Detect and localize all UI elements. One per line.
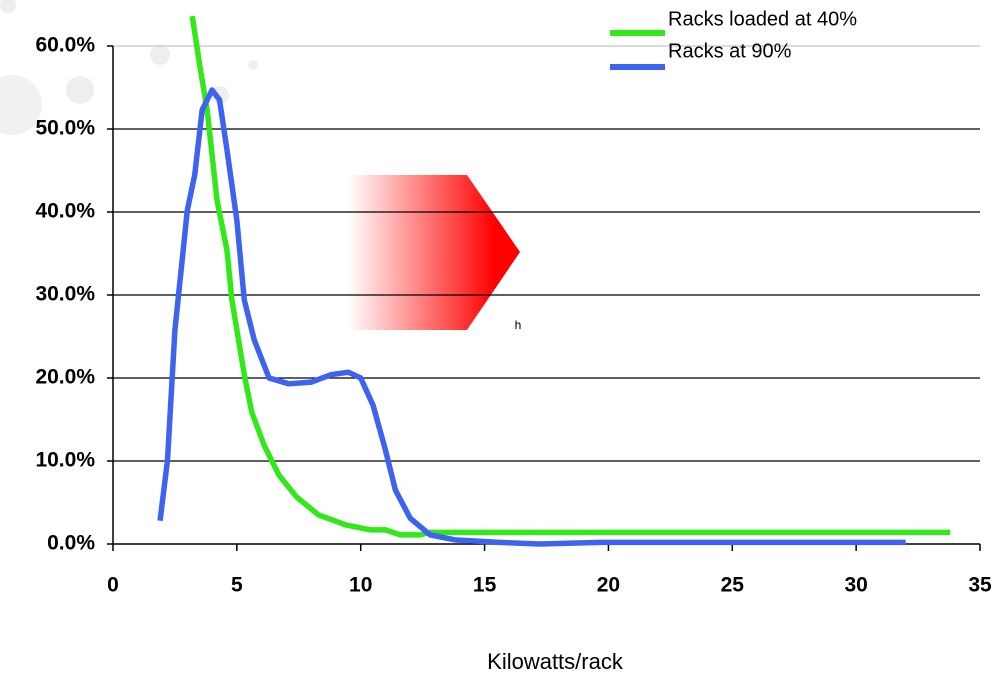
x-tick-label: 5 <box>231 574 243 597</box>
x-tick-label: 35 <box>968 574 992 597</box>
x-tick-label: 20 <box>597 574 620 597</box>
y-tick-label: 30.0% <box>35 283 95 306</box>
series-line <box>157 87 906 547</box>
y-tick-label: 20.0% <box>35 366 95 389</box>
arrow-shape <box>348 175 520 330</box>
series-line <box>189 15 951 538</box>
y-tick-label: 50.0% <box>35 117 95 140</box>
y-tick-label: 40.0% <box>35 200 95 223</box>
legend-label: Racks loaded at 40% <box>668 8 857 30</box>
y-tick-label: 0.0% <box>47 532 95 555</box>
x-tick-label: 30 <box>844 574 867 597</box>
legend-label: Racks at 90% <box>668 40 792 62</box>
x-axis-label: Kilowatts/rack <box>487 649 624 674</box>
x-tick-label: 15 <box>473 574 497 597</box>
y-tick-label: 60.0% <box>35 34 95 57</box>
x-tick-label: 10 <box>349 574 372 597</box>
x-tick-label: 25 <box>721 574 745 597</box>
y-tick-label: 10.0% <box>35 449 95 472</box>
annotation: h <box>515 318 522 332</box>
x-tick-label: 0 <box>107 574 119 597</box>
